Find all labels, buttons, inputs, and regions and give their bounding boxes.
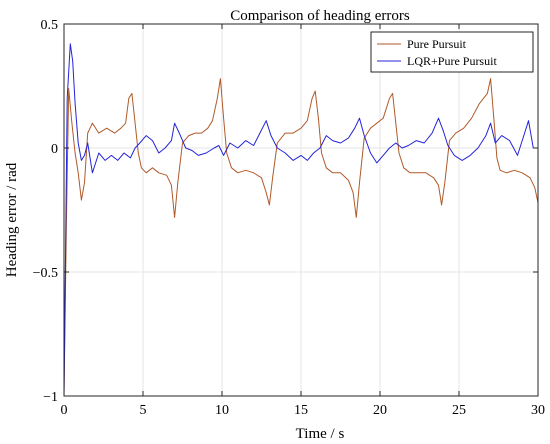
x-tick-label: 30 [531, 403, 545, 418]
x-tick-label: 10 [215, 403, 229, 418]
series-line-lqr-pure-pursuit [63, 43, 538, 397]
x-tick-label: 15 [294, 403, 308, 418]
y-tick-label: −1 [43, 390, 58, 405]
series-line-pure-pursuit [63, 78, 539, 397]
chart-title: Comparison of heading errors [230, 8, 410, 24]
y-tick-label: −0.5 [33, 266, 58, 281]
axis-ticks: 0 5 10 15 20 25 30 −1 −0.5 0 0.5 [33, 18, 545, 418]
y-tick-label: 0 [51, 142, 58, 157]
y-axis-label: Heading error / rad [4, 162, 20, 277]
legend-label-pure-pursuit: Pure Pursuit [407, 37, 467, 51]
x-tick-label: 25 [452, 403, 466, 418]
x-tick-label: 20 [373, 403, 387, 418]
legend-label-lqr-pure-pursuit: LQR+Pure Pursuit [407, 54, 497, 68]
legend-box [370, 31, 534, 73]
y-tick-label: 0.5 [41, 18, 59, 33]
x-axis-label: Time / s [296, 426, 345, 442]
legend: Pure Pursuit LQR+Pure Pursuit [370, 31, 534, 73]
x-tick-label: 0 [61, 403, 68, 418]
x-tick-label: 5 [140, 403, 147, 418]
series-layer [63, 43, 539, 397]
